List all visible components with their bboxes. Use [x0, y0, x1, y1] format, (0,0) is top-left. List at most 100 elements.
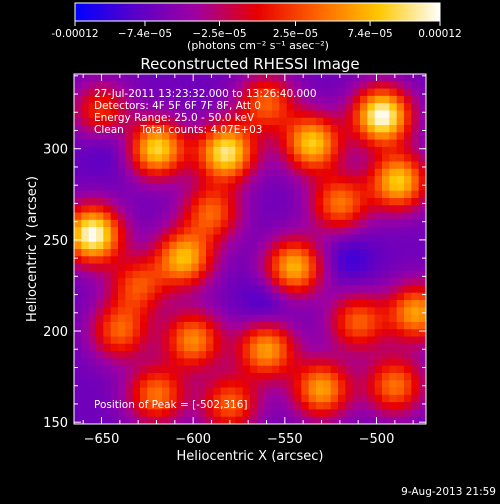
- heatmap-cell: [206, 321, 214, 330]
- heatmap-cell: [316, 300, 324, 308]
- heatmap-cell: [294, 292, 302, 301]
- heatmap-cell: [81, 176, 90, 184]
- heatmap-cell: [220, 380, 229, 389]
- heatmap-cell: [264, 205, 273, 214]
- heatmap-cell: [374, 343, 383, 352]
- heatmap-cell: [154, 81, 163, 90]
- heatmap-cell: [396, 234, 405, 243]
- heatmap-cell: [316, 103, 324, 112]
- heatmap-cell: [257, 219, 266, 228]
- heatmap-cell: [404, 219, 412, 228]
- heatmap-cell: [81, 365, 90, 374]
- heatmap-cell: [404, 336, 412, 345]
- heatmap-cell: [228, 161, 236, 170]
- heatmap-cell: [396, 212, 405, 221]
- heatmap-cell: [169, 110, 178, 119]
- heatmap-cell: [242, 212, 251, 221]
- heatmap-cell: [294, 81, 302, 90]
- x-axis-label: Heliocentric X (arcsec): [177, 449, 324, 464]
- heatmap-cell: [308, 88, 317, 97]
- heatmap-cell: [360, 307, 368, 316]
- heatmap-cell: [404, 307, 412, 316]
- heatmap-cell: [74, 343, 82, 352]
- heatmap-cell: [264, 402, 273, 411]
- heatmap-cell: [213, 263, 222, 272]
- heatmap-cell: [404, 300, 412, 308]
- heatmap-cell: [125, 168, 134, 177]
- heatmap-cell: [352, 190, 361, 199]
- heatmap-cell: [220, 219, 229, 228]
- heatmap-cell: [103, 336, 112, 345]
- heatmap-cell: [418, 365, 426, 374]
- heatmap-cell: [272, 321, 280, 330]
- heatmap-cell: [213, 81, 222, 90]
- heatmap-cell: [191, 387, 200, 396]
- heatmap-cell: [140, 176, 148, 184]
- heatmap-cell: [118, 190, 126, 199]
- heatmap-cell: [250, 343, 258, 352]
- heatmap-cell: [125, 307, 134, 316]
- heatmap-cell: [118, 132, 126, 141]
- heatmap-cell: [191, 249, 200, 257]
- heatmap-cell: [272, 241, 280, 250]
- heatmap-cell: [125, 343, 134, 352]
- heatmap-cell: [257, 88, 266, 97]
- heatmap-cell: [213, 402, 222, 411]
- heatmap-cell: [389, 219, 398, 228]
- heatmap-cell: [154, 110, 163, 119]
- heatmap-cell: [206, 351, 214, 359]
- heatmap-cell: [374, 416, 383, 424]
- heatmap-cell: [140, 372, 148, 381]
- heatmap-cell: [418, 190, 426, 199]
- heatmap-cell: [198, 139, 207, 148]
- heatmap-cell: [352, 146, 361, 155]
- heatmap-cell: [404, 321, 412, 330]
- heatmap-cell: [125, 88, 134, 97]
- heatmap-cell: [382, 81, 390, 90]
- heatmap-cell: [272, 219, 280, 228]
- heatmap-cell: [389, 205, 398, 214]
- heatmap-cell: [162, 285, 170, 294]
- heatmap-cell: [220, 183, 229, 192]
- heatmap-cell: [176, 168, 185, 177]
- heatmap-cell: [81, 321, 90, 330]
- heatmap-cell: [184, 88, 192, 97]
- heatmap-cell: [272, 416, 280, 424]
- heatmap-cell: [352, 88, 361, 97]
- heatmap-cell: [88, 234, 97, 243]
- heatmap-cell: [396, 219, 405, 228]
- heatmap-cell: [81, 394, 90, 403]
- heatmap-cell: [213, 234, 222, 243]
- heatmap-cell: [360, 351, 368, 359]
- heatmap-cell: [308, 132, 317, 141]
- heatmap-cell: [132, 416, 141, 424]
- heatmap-cell: [242, 132, 251, 141]
- heatmap-cell: [301, 103, 310, 112]
- heatmap-cell: [242, 249, 251, 257]
- heatmap-cell: [404, 227, 412, 236]
- heatmap-cell: [374, 241, 383, 250]
- heatmap-cell: [264, 263, 273, 272]
- heatmap-cell: [154, 314, 163, 323]
- heatmap-cell: [316, 372, 324, 381]
- heatmap-cell: [323, 234, 332, 243]
- heatmap-cell: [301, 285, 310, 294]
- heatmap-cell: [250, 358, 258, 367]
- heatmap-cell: [301, 117, 310, 126]
- heatmap-cell: [103, 176, 112, 184]
- heatmap-cell: [418, 212, 426, 221]
- heatmap-cell: [110, 300, 119, 308]
- heatmap-cell: [88, 168, 97, 177]
- heatmap-cell: [352, 256, 361, 265]
- heatmap-cell: [235, 314, 244, 323]
- heatmap-cell: [154, 219, 163, 228]
- heatmap-cell: [279, 219, 288, 228]
- heatmap-cell: [374, 154, 383, 163]
- heatmap-cell: [220, 125, 229, 133]
- heatmap-cell: [257, 263, 266, 272]
- heatmap-cell: [74, 205, 82, 214]
- heatmap-cell: [345, 132, 354, 141]
- heatmap-cell: [220, 285, 229, 294]
- heatmap-cell: [140, 351, 148, 359]
- heatmap-cell: [301, 380, 310, 389]
